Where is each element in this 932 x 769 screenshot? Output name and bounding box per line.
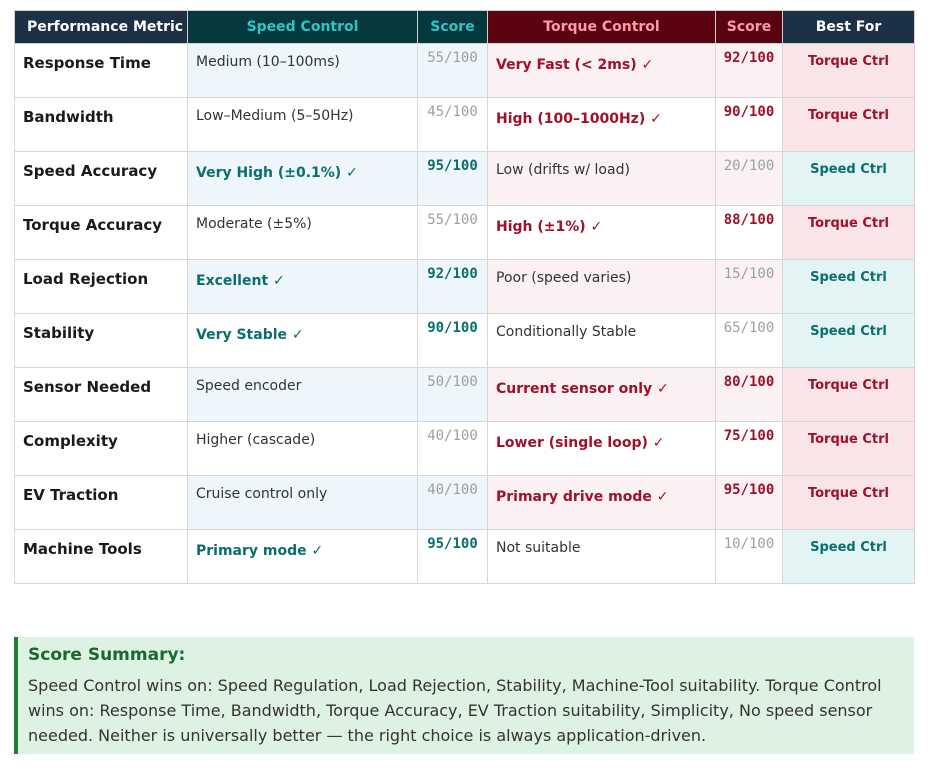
speed-score-cell: 95/100 — [417, 151, 488, 206]
score-summary-box: Score Summary: Speed Control wins on: Sp… — [14, 637, 914, 754]
torque-control-cell: Poor (speed varies) — [487, 259, 716, 314]
speed-score-cell: 45/100 — [417, 97, 488, 152]
metric-cell: Load Rejection — [14, 259, 188, 314]
metric-cell: Torque Accuracy — [14, 205, 188, 260]
comparison-table-container: Performance Metric Speed Control Score T… — [14, 10, 915, 584]
torque-score-cell: 90/100 — [715, 97, 783, 152]
torque-score-cell: 95/100 — [715, 475, 783, 530]
table-row: Load Rejection Excellent ✓ 92/100 Poor (spe… — [14, 259, 915, 314]
speed-control-cell: Low–Medium (5–50Hz) — [187, 97, 418, 152]
summary-title: Score Summary: — [28, 645, 186, 665]
torque-score-cell: 20/100 — [715, 151, 783, 206]
best-for-cell: Torque Ctrl — [782, 475, 915, 530]
torque-score-cell: 75/100 — [715, 421, 783, 476]
comparison-table: Performance Metric Speed Control Score T… — [14, 10, 915, 584]
torque-control-cell: Very Fast (< 2ms) ✓ — [487, 43, 716, 98]
torque-score-cell: 92/100 — [715, 43, 783, 98]
header-torque-score: Score — [715, 10, 783, 44]
speed-score-cell: 40/100 — [417, 475, 488, 530]
best-for-cell: Speed Ctrl — [782, 313, 915, 368]
table-header-row: Performance Metric Speed Control Score T… — [14, 10, 915, 44]
header-metric: Performance Metric — [14, 10, 188, 44]
speed-control-cell: Medium (10–100ms) — [187, 43, 418, 98]
torque-score-cell: 10/100 — [715, 529, 783, 584]
torque-score-cell: 80/100 — [715, 367, 783, 422]
best-for-cell: Torque Ctrl — [782, 205, 915, 260]
metric-cell: Speed Accuracy — [14, 151, 188, 206]
speed-score-cell: 55/100 — [417, 205, 488, 260]
best-for-cell: Speed Ctrl — [782, 259, 915, 314]
metric-cell: Sensor Needed — [14, 367, 188, 422]
torque-score-cell: 88/100 — [715, 205, 783, 260]
table-row: Torque Accuracy Moderate (±5%) 55/100 High … — [14, 205, 915, 260]
table-row: EV Traction Cruise control only 40/100 Prim… — [14, 475, 915, 530]
best-for-cell: Torque Ctrl — [782, 367, 915, 422]
torque-control-cell: Current sensor only ✓ — [487, 367, 716, 422]
table-row: Machine Tools Primary mode ✓ 95/100 Not sui… — [14, 529, 915, 584]
metric-cell: Complexity — [14, 421, 188, 476]
metric-cell: Bandwidth — [14, 97, 188, 152]
torque-score-cell: 65/100 — [715, 313, 783, 368]
torque-control-cell: High (100–1000Hz) ✓ — [487, 97, 716, 152]
torque-control-cell: Not suitable — [487, 529, 716, 584]
speed-score-cell: 92/100 — [417, 259, 488, 314]
table-row: Response Time Medium (10–100ms) 55/100 Very… — [14, 43, 915, 98]
torque-control-cell: Conditionally Stable — [487, 313, 716, 368]
speed-score-cell: 90/100 — [417, 313, 488, 368]
speed-control-cell: Cruise control only — [187, 475, 418, 530]
torque-control-cell: Lower (single loop) ✓ — [487, 421, 716, 476]
speed-control-cell: Excellent ✓ — [187, 259, 418, 314]
best-for-cell: Speed Ctrl — [782, 529, 915, 584]
table-row: Complexity Higher (cascade) 40/100 Lower (s… — [14, 421, 915, 476]
best-for-cell: Torque Ctrl — [782, 43, 915, 98]
table-row: Bandwidth Low–Medium (5–50Hz) 45/100 High (… — [14, 97, 915, 152]
metric-cell: Response Time — [14, 43, 188, 98]
speed-control-cell: Very High (±0.1%) ✓ — [187, 151, 418, 206]
header-torque-control: Torque Control — [487, 10, 716, 44]
speed-control-cell: Very Stable ✓ — [187, 313, 418, 368]
torque-control-cell: Low (drifts w/ load) — [487, 151, 716, 206]
speed-control-cell: Higher (cascade) — [187, 421, 418, 476]
speed-score-cell: 95/100 — [417, 529, 488, 584]
speed-score-cell: 55/100 — [417, 43, 488, 98]
table-row: Speed Accuracy Very High (±0.1%) ✓ 95/100 L… — [14, 151, 915, 206]
best-for-cell: Torque Ctrl — [782, 97, 915, 152]
speed-score-cell: 50/100 — [417, 367, 488, 422]
metric-cell: Stability — [14, 313, 188, 368]
metric-cell: EV Traction — [14, 475, 188, 530]
metric-cell: Machine Tools — [14, 529, 188, 584]
speed-score-cell: 40/100 — [417, 421, 488, 476]
best-for-cell: Torque Ctrl — [782, 421, 915, 476]
torque-score-cell: 15/100 — [715, 259, 783, 314]
torque-control-cell: High (±1%) ✓ — [487, 205, 716, 260]
table-row: Sensor Needed Speed encoder 50/100 Current … — [14, 367, 915, 422]
summary-text: Speed Control wins on: Speed Regulation,… — [28, 676, 882, 745]
torque-control-cell: Primary drive mode ✓ — [487, 475, 716, 530]
speed-control-cell: Speed encoder — [187, 367, 418, 422]
table-row: Stability Very Stable ✓ 90/100 Conditionall… — [14, 313, 915, 368]
speed-control-cell: Moderate (±5%) — [187, 205, 418, 260]
header-best-for: Best For — [782, 10, 915, 44]
best-for-cell: Speed Ctrl — [782, 151, 915, 206]
speed-control-cell: Primary mode ✓ — [187, 529, 418, 584]
header-speed-control: Speed Control — [187, 10, 418, 44]
header-speed-score: Score — [417, 10, 488, 44]
